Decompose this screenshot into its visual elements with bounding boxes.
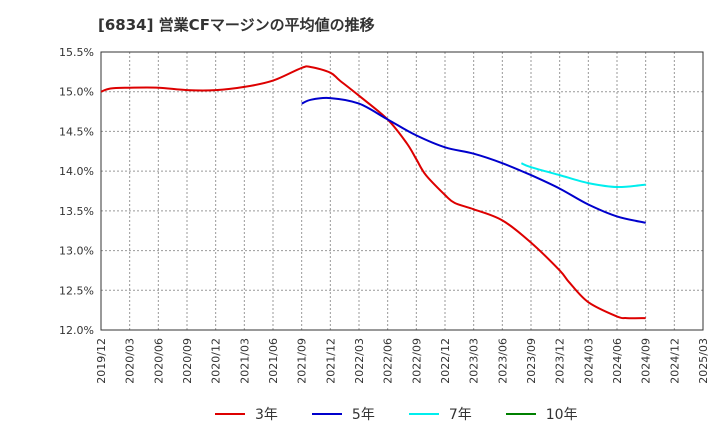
x-tick-label: 2023/06	[496, 338, 509, 384]
x-tick-label: 2020/09	[181, 338, 194, 384]
x-tick-label: 2021/06	[267, 338, 280, 384]
x-tick-label: 2022/12	[439, 338, 452, 384]
x-tick-label: 2025/03	[697, 338, 710, 384]
legend-swatch-3y	[215, 413, 245, 415]
x-tick-label: 2023/03	[468, 338, 481, 384]
y-tick-label: 14.5%	[59, 125, 94, 138]
legend-swatch-7y	[408, 413, 439, 415]
legend-label-7y: 7年	[448, 407, 472, 423]
y-tick-label: 12.0%	[59, 324, 94, 337]
legend-item-3y[interactable]: 3年	[215, 404, 278, 424]
legend-label-10y: 10年	[545, 407, 578, 423]
x-tick-label: 2023/09	[525, 338, 538, 384]
line-chart: 12.0% 12.5% 13.0% 13.5% 14.0% 14.5% 15.0% 15.5%…	[59, 46, 710, 384]
plot-frame	[100, 51, 704, 331]
y-tick-label: 14.0%	[59, 165, 94, 178]
x-tick-label: 2024/03	[582, 338, 595, 384]
y-tick-label: 13.5%	[59, 205, 94, 218]
legend: 3年 5年 7年 10年	[215, 403, 578, 425]
y-tick-label: 15.0%	[59, 86, 94, 99]
series-line-7y	[520, 162, 646, 189]
y-tick-label: 13.0%	[59, 245, 94, 258]
x-tick-label: 2024/09	[640, 338, 653, 384]
series-line-3y	[100, 65, 646, 320]
x-tick-label: 2024/06	[611, 338, 624, 384]
legend-label-5y: 5年	[351, 407, 375, 423]
x-tick-label: 2019/12	[95, 338, 108, 384]
series-line-5y	[301, 96, 646, 224]
legend-swatch-10y	[505, 413, 536, 415]
x-tick-label: 2020/12	[210, 338, 223, 384]
y-tick-label: 15.5%	[59, 46, 94, 59]
x-tick-label: 2022/06	[382, 338, 395, 384]
legend-item-5y[interactable]: 5年	[311, 404, 375, 424]
x-tick-label: 2020/03	[124, 338, 137, 384]
x-tick-label: 2021/03	[238, 338, 251, 384]
x-tick-label: 2023/12	[554, 338, 567, 384]
x-tick-label: 2021/09	[296, 338, 309, 384]
x-tick-label: 2021/12	[324, 338, 337, 384]
legend-swatch-5y	[311, 413, 342, 415]
legend-item-10y[interactable]: 10年	[505, 404, 578, 424]
y-tick-label: 12.5%	[59, 284, 94, 297]
legend-item-7y[interactable]: 7年	[408, 404, 472, 424]
x-tick-label: 2022/09	[410, 338, 423, 384]
legend-label-3y: 3年	[255, 407, 278, 423]
x-tick-label: 2024/12	[668, 338, 681, 384]
x-tick-label: 2020/06	[152, 338, 165, 384]
x-tick-label: 2022/03	[353, 338, 366, 384]
chart-title: [6834] 営業CFマージンの平均値の推移	[98, 16, 375, 34]
